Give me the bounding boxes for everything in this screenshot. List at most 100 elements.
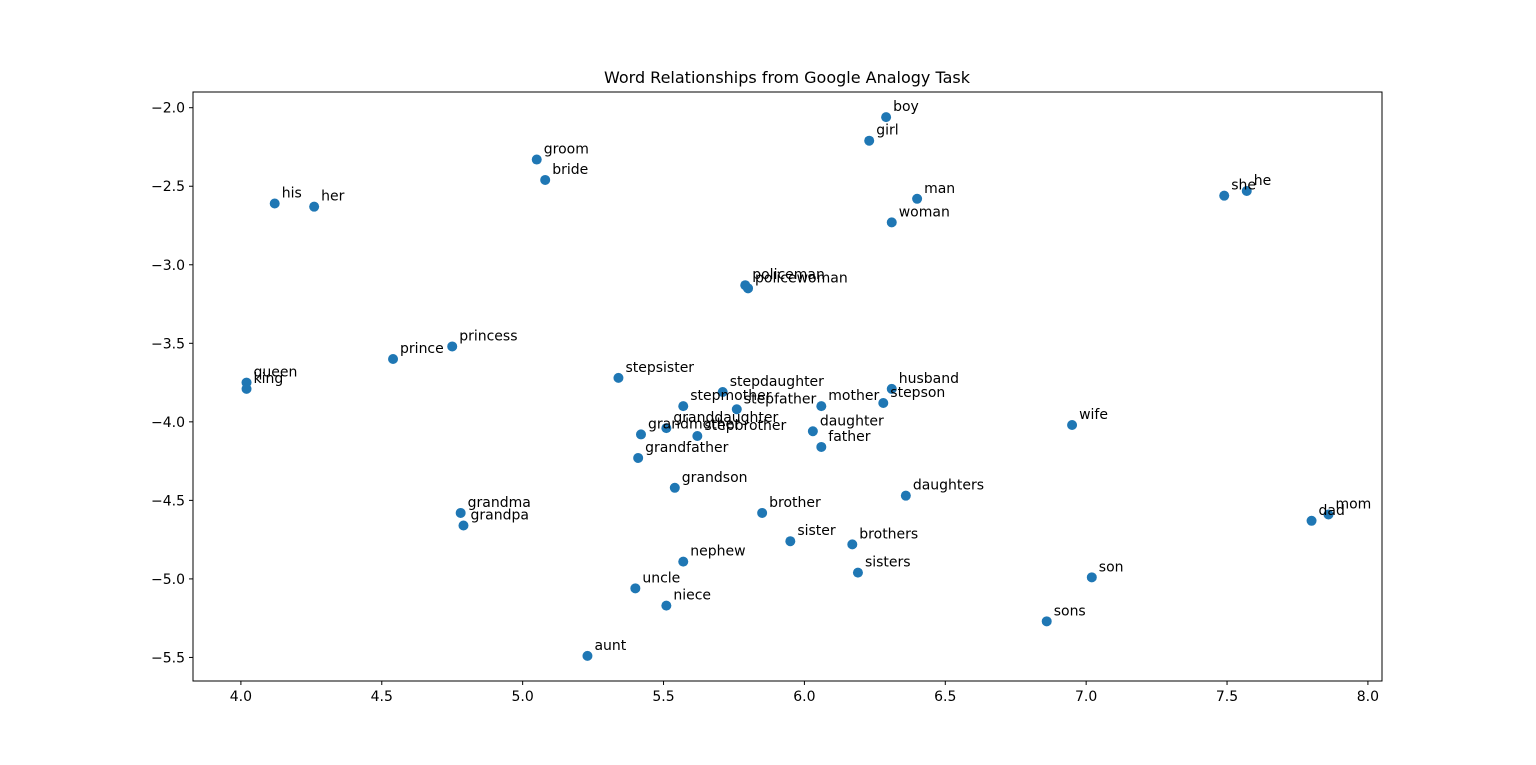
- y-tick-label: −2.0: [151, 101, 185, 117]
- point-label-grandson: grandson: [682, 470, 748, 486]
- scatter-point-woman: [886, 217, 897, 228]
- scatter-point-stepson: [878, 397, 889, 408]
- x-tick-label: 7.5: [1216, 689, 1238, 705]
- point-label-policeman: policeman: [752, 267, 825, 283]
- scatter-point-wife: [1067, 419, 1078, 430]
- x-tick-label: 6.5: [934, 689, 956, 705]
- y-tick-label: −5.0: [151, 572, 185, 588]
- scatter-point-stepbrother: [692, 430, 703, 441]
- point-label-king: king: [254, 371, 284, 387]
- scatter-point-king: [241, 383, 252, 394]
- point-label-mom: mom: [1335, 497, 1371, 513]
- x-tick-label: 4.0: [230, 689, 252, 705]
- y-tick-label: −3.5: [151, 336, 185, 352]
- scatter-point-sister: [785, 536, 796, 547]
- x-tick-label: 4.5: [371, 689, 393, 705]
- y-tick-label: −5.5: [151, 650, 185, 666]
- scatter-point-husband: [886, 383, 897, 394]
- scatter-point-niece: [661, 600, 672, 611]
- x-tick-label: 6.0: [793, 689, 815, 705]
- point-label-he: he: [1254, 173, 1272, 189]
- point-label-brothers: brothers: [859, 526, 918, 542]
- point-label-girl: girl: [876, 123, 898, 139]
- scatter-point-stepsister: [613, 372, 624, 383]
- point-label-sons: sons: [1054, 603, 1086, 619]
- point-label-princess: princess: [459, 328, 517, 344]
- plot-frame: [192, 91, 1383, 682]
- chart-marks: [241, 112, 1334, 661]
- point-label-daughter: daughter: [820, 413, 884, 429]
- point-label-son: son: [1099, 559, 1124, 575]
- point-label-aunt: aunt: [594, 638, 626, 654]
- scatter-point-mom: [1323, 509, 1334, 520]
- point-label-stepsister: stepsister: [625, 360, 694, 376]
- y-tick-label: −2.5: [151, 179, 185, 195]
- scatter-point-bride: [540, 174, 551, 185]
- scatter-point-grandpa: [458, 520, 469, 531]
- x-tick-label: 5.5: [652, 689, 674, 705]
- point-label-daughters: daughters: [913, 478, 984, 494]
- point-label-grandma: grandma: [468, 495, 531, 511]
- scatter-point-aunt: [582, 650, 593, 661]
- point-label-boy: boy: [893, 99, 919, 115]
- scatter-point-his: [269, 198, 280, 209]
- point-label-sisters: sisters: [865, 555, 911, 571]
- scatter-point-sisters: [852, 567, 863, 578]
- point-label-stepfather: stepfather: [744, 391, 817, 407]
- point-label-man: man: [924, 181, 955, 197]
- scatter-point-prince: [388, 354, 399, 365]
- point-label-sister: sister: [797, 523, 836, 539]
- point-label-father: father: [828, 429, 870, 445]
- scatter-point-sons: [1041, 616, 1052, 627]
- scatter-point-girl: [864, 135, 875, 146]
- point-label-stepmother: stepmother: [690, 388, 771, 404]
- scatter-point-dad: [1306, 515, 1317, 526]
- scatter-point-daughters: [900, 490, 911, 501]
- x-tick-label: 8.0: [1357, 689, 1379, 705]
- scatter-point-grandfather: [633, 452, 644, 463]
- scatter-point-princess: [447, 341, 458, 352]
- point-label-prince: prince: [400, 341, 444, 357]
- scatter-point-boy: [881, 112, 892, 123]
- point-label-stepson: stepson: [890, 385, 945, 401]
- point-label-niece: niece: [673, 588, 711, 604]
- point-label-woman: woman: [899, 204, 950, 220]
- y-tick-label: −3.0: [151, 258, 185, 274]
- scatter-point-groom: [531, 154, 542, 165]
- chart-title: Word Relationships from Google Analogy T…: [604, 68, 971, 87]
- scatter-point-brother: [757, 507, 768, 518]
- point-label-wife: wife: [1079, 407, 1108, 423]
- point-label-grandmother: grandmother: [648, 416, 740, 432]
- y-tick-label: −4.5: [151, 493, 185, 509]
- x-tick-label: 5.0: [512, 689, 534, 705]
- scatter-point-her: [309, 201, 320, 212]
- scatter-point-man: [912, 193, 923, 204]
- point-label-bride: bride: [552, 162, 588, 178]
- scatter-point-he: [1241, 185, 1252, 196]
- point-label-dad: dad: [1319, 503, 1345, 519]
- point-label-she: she: [1231, 178, 1256, 194]
- scatter-point-stepdaughter: [717, 386, 728, 397]
- point-label-mother: mother: [828, 388, 879, 404]
- point-label-brother: brother: [769, 495, 821, 511]
- point-label-uncle: uncle: [642, 570, 680, 586]
- point-label-grandpa: grandpa: [470, 508, 528, 524]
- point-label-granddaughter: granddaughter: [673, 410, 778, 426]
- scatter-point-son: [1086, 572, 1097, 583]
- point-label-grandfather: grandfather: [645, 440, 728, 456]
- point-label-policewoman: policewoman: [755, 270, 848, 286]
- point-label-husband: husband: [899, 371, 959, 387]
- scatter-point-father: [816, 441, 827, 452]
- scatter-point-granddaughter: [661, 423, 672, 434]
- scatter-point-grandma: [455, 507, 466, 518]
- point-label-queen: queen: [254, 365, 298, 381]
- point-label-groom: groom: [544, 142, 589, 158]
- point-label-his: his: [282, 186, 302, 202]
- point-label-stepdaughter: stepdaughter: [730, 374, 824, 390]
- scatter-point-daughter: [807, 426, 818, 437]
- scatter-point-she: [1219, 190, 1230, 201]
- scatter-point-mother: [816, 401, 827, 412]
- scatter-point-nephew: [678, 556, 689, 567]
